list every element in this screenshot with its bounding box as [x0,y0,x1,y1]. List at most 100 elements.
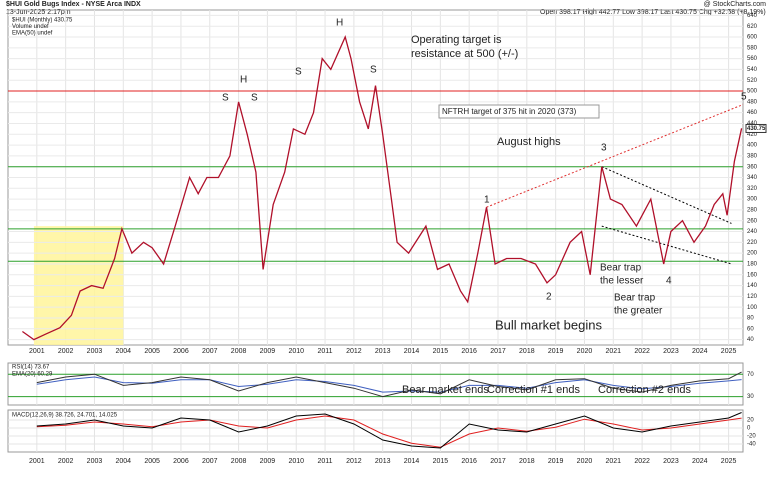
x-tick-label: 2011 [318,348,333,355]
y-tick-label: 220 [747,240,758,246]
x-tick-label: 2023 [663,348,679,355]
macd-tick-label: 0 [747,426,751,432]
annotation-box [438,104,600,119]
legend-entry: EMA(50) undef [12,31,53,37]
x-tick-label: 2025 [721,458,737,465]
x-tick-label: 2021 [606,348,622,355]
annotation: Bear trap [614,293,656,304]
x-tick-label: 2016 [461,458,477,465]
annotation: S [222,93,229,104]
y-tick-label: 400 [747,143,758,149]
x-tick-label: 2007 [202,348,218,355]
x-tick-label: 2009 [260,348,276,355]
x-tick-label: 2011 [318,458,333,465]
x-tick-label: 2001 [29,458,45,465]
rsi-ema-line [36,376,742,393]
x-tick-label: 2004 [116,458,132,465]
annotation: S [251,93,258,104]
annotation: Operating target is [411,34,502,46]
y-tick-label: 60 [747,326,754,332]
y-tick-label: 300 [747,197,758,203]
y-tick-label: 240 [747,229,758,235]
annotation: S [295,67,302,78]
x-tick-label: 2021 [606,458,622,465]
y-tick-label: 360 [747,164,758,170]
x-tick-label: 2023 [663,458,679,465]
x-tick-label: 2014 [404,458,420,465]
x-tick-label: 2005 [144,458,160,465]
x-tick-label: 2012 [346,458,362,465]
y-tick-label: 320 [747,186,758,192]
x-tick-label: 2024 [692,458,708,465]
price-line [22,35,743,341]
y-tick-label: 200 [747,251,758,257]
x-tick-label: 2017 [490,458,506,465]
annotation: S [370,65,377,76]
x-tick-label: 2022 [634,458,650,465]
y-tick-label: 640 [747,13,758,19]
rsi-ema-label: EMA(20) 60.29 [12,372,53,378]
y-tick-label: 100 [747,305,758,311]
x-tick-label: 2008 [231,458,247,465]
annotation: H [240,75,247,86]
x-tick-label: 2015 [433,458,449,465]
annotation: August highs [497,136,561,148]
x-tick-label: 2009 [260,458,276,465]
trend-line [601,225,732,265]
y-tick-label: 540 [747,67,758,73]
x-tick-label: 2002 [58,458,74,465]
credit: @ StockCharts.com [704,1,767,8]
x-tick-label: 2013 [375,348,391,355]
legend-entry: Volume undef [12,24,49,30]
x-tick-label: 2019 [548,348,564,355]
legend-entry: $HUI (Monthly) 430.75 [12,18,73,24]
y-tick-label: 460 [747,110,758,116]
last-price-tag [745,123,767,133]
macd-tick-label: 20 [747,418,754,424]
last-price-label: 430.75 [747,126,766,132]
x-tick-label: 2013 [375,458,391,465]
rsi-tick-label: 30 [747,394,754,400]
rsi-label: RSI(14) 73.67 [12,365,50,371]
annotation: Bull market begins [495,317,602,332]
annotation: Bear trap [600,263,642,274]
x-tick-label: 2006 [173,348,189,355]
annotation: H [336,18,343,29]
annotation: resistance at 500 (+/-) [411,48,518,60]
x-tick-label: 2018 [519,458,535,465]
x-tick-label: 2025 [721,348,737,355]
rsi-annotation: Bear market ends [402,384,489,396]
x-tick-label: 2010 [288,348,304,355]
x-tick-label: 2015 [433,348,449,355]
macd-tick-label: -20 [747,434,756,440]
annotation: the lesser [600,276,644,287]
panel-frame [7,409,744,453]
x-tick-label: 2022 [634,348,650,355]
macd-tick-label: -40 [747,442,756,448]
y-tick-label: 500 [747,89,758,95]
panel-frame [7,362,744,406]
y-tick-label: 520 [747,78,758,84]
macd-label: MACD(12,26,9) 38.726, 24.701, 14.025 [12,413,118,419]
rsi-line [36,371,742,398]
annotation: 3 [601,143,607,154]
x-tick-label: 2007 [202,458,218,465]
x-tick-label: 2004 [116,348,132,355]
y-tick-label: 80 [747,316,754,322]
rsi-tick-label: 70 [747,372,754,378]
quote: Open 398.17 High 442.77 Low 398.17 Last … [540,9,766,16]
y-tick-label: 280 [747,207,758,213]
annotation: 4 [666,276,672,287]
x-tick-label: 2001 [29,348,45,355]
x-tick-label: 2010 [288,458,304,465]
x-tick-label: 2008 [231,348,247,355]
y-tick-label: 260 [747,218,758,224]
x-tick-label: 2017 [490,348,506,355]
annotation: 5 [741,92,747,103]
y-tick-label: 180 [747,262,758,268]
y-tick-label: 160 [747,272,758,278]
y-tick-label: 600 [747,35,758,41]
y-tick-label: 560 [747,56,758,62]
annotation: the greater [614,306,663,317]
